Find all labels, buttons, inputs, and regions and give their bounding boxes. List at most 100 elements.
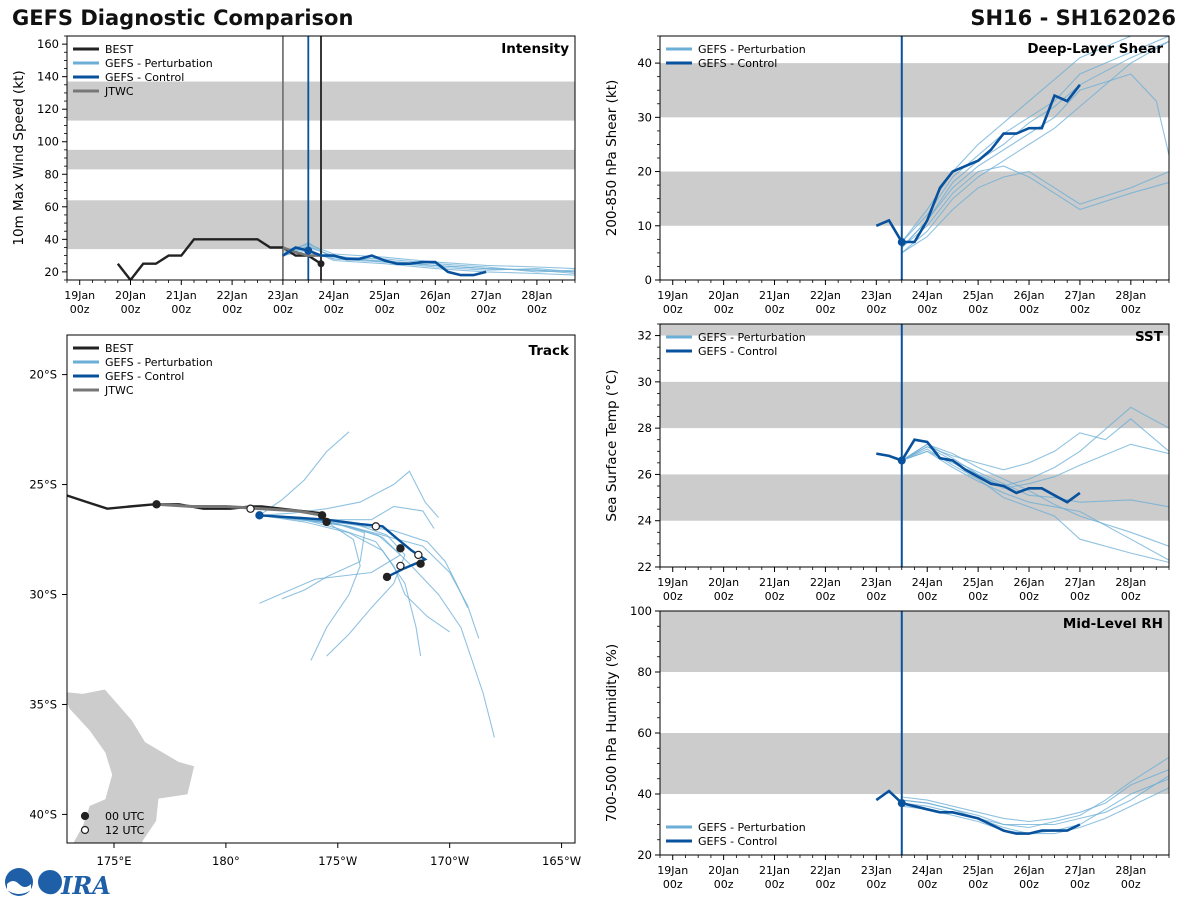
intensity-x-tick-label: 21Jan (166, 289, 197, 302)
shear-x-tick-label: 20Jan (708, 289, 739, 302)
intensity-y-tick-label: 120 (37, 102, 59, 116)
rh-y-tick-label: 60 (637, 726, 652, 740)
shear-panel-title: Deep-Layer Shear (1027, 41, 1163, 57)
shear-x-tick-label: 00z (714, 303, 734, 316)
shear-x-tick-label: 28Jan (1115, 289, 1146, 302)
shear-x-tick-label: 21Jan (759, 289, 790, 302)
track-x-tick-label: 175°E (97, 854, 132, 868)
sst-panel-title: SST (1135, 329, 1164, 345)
noaa-wave-icon (7, 881, 31, 894)
sst-y-tick-label: 30 (637, 375, 652, 389)
shear-x-tick-label: 00z (866, 303, 886, 316)
track-x-tick-label: 170°W (430, 854, 469, 868)
sst-control-line (876, 438, 1081, 504)
intensity-legend-label: BEST (105, 43, 133, 56)
track-plot-area (67, 431, 495, 843)
shear-perturbation-line (901, 73, 1169, 248)
shear-x-tick-label: 00z (1019, 303, 1039, 316)
shear-x-tick-label: 24Jan (912, 289, 943, 302)
rh-plot-area (660, 611, 1169, 855)
shear-x-tick-label: 00z (968, 303, 988, 316)
intensity-x-tick-label: 19Jan (64, 289, 95, 302)
intensity-y-tick-label: 40 (44, 232, 59, 246)
shear-legend-label: GEFS - Control (698, 57, 777, 70)
intensity-x-tick-label: 00z (425, 303, 445, 316)
rh-shade-band (660, 611, 1169, 672)
sst-x-tick-label: 00z (917, 590, 937, 603)
track-perturbation-line (259, 514, 406, 657)
sst-panel: 22242628303219Jan00z20Jan00z21Jan00z22Ja… (604, 323, 1170, 603)
sst-x-tick-label: 19Jan (657, 576, 688, 589)
track-perturbation-line (259, 431, 350, 516)
sst-legend-label: GEFS - Control (698, 345, 777, 358)
intensity-x-tick-label: 00z (121, 303, 141, 316)
intensity-x-tick-label: 00z (375, 303, 395, 316)
sst-x-tick-label: 26Jan (1014, 576, 1045, 589)
track-perturbation-line (259, 514, 361, 661)
sst-x-tick-label: 27Jan (1064, 576, 1095, 589)
intensity-perturbation-line (282, 243, 575, 270)
intensity-y-tick-label: 20 (44, 265, 59, 279)
rh-x-tick-label: 19Jan (657, 864, 688, 877)
track-best-marker (152, 500, 161, 509)
rh-y-tick-label: 100 (630, 604, 652, 618)
rh-x-tick-label: 00z (816, 878, 836, 891)
track-perturbation-line (259, 514, 366, 600)
sst-x-tick-label: 24Jan (912, 576, 943, 589)
cira-logo: CIRA (5, 868, 111, 900)
shear-x-tick-label: 00z (1070, 303, 1090, 316)
sst-x-tick-label: 00z (866, 590, 886, 603)
intensity-legend-label: GEFS - Perturbation (105, 57, 213, 70)
sst-y-tick-label: 26 (637, 467, 652, 481)
shear-y-tick-label: 20 (637, 165, 652, 179)
shear-x-tick-label: 22Jan (810, 289, 841, 302)
track-perturbation-line (259, 514, 469, 608)
track-y-tick-label: 35°S (29, 697, 57, 711)
rh-control-marker (897, 799, 906, 808)
intensity-perturbation-line (282, 245, 575, 273)
track-marker-legend-label: 12 UTC (105, 824, 145, 837)
sst-x-tick-label: 00z (765, 590, 785, 603)
intensity-x-tick-label: 22Jan (217, 289, 248, 302)
sst-x-tick-label: 23Jan (861, 576, 892, 589)
rh-panel: 2040608010019Jan00z20Jan00z21Jan00z22Jan… (604, 604, 1170, 891)
sst-y-tick-label: 24 (637, 514, 652, 528)
shear-legend-label: GEFS - Perturbation (698, 43, 806, 56)
rh-x-tick-label: 00z (1019, 878, 1039, 891)
sst-perturbation-line (901, 446, 1169, 508)
intensity-legend-label: GEFS - Control (105, 71, 184, 84)
track-perturbation-line (259, 514, 422, 657)
shear-x-tick-label: 23Jan (861, 289, 892, 302)
track-x-tick-label: 180° (212, 854, 240, 868)
intensity-x-tick-label: 20Jan (115, 289, 146, 302)
sst-x-tick-label: 00z (816, 590, 836, 603)
intensity-x-tick-label: 00z (273, 303, 293, 316)
sst-shade-band (660, 474, 1169, 521)
track-frame (66, 334, 576, 844)
track-control-marker (396, 544, 405, 553)
sst-x-tick-label: 00z (968, 590, 988, 603)
intensity-x-tick-label: 00z (324, 303, 344, 316)
sst-legend-label: GEFS - Perturbation (698, 331, 806, 344)
rh-x-tick-label: 00z (1121, 878, 1141, 891)
sst-x-tick-label: 00z (1019, 590, 1039, 603)
shear-perturbation-line (901, 165, 1169, 248)
intensity-x-tick-label: 00z (171, 303, 191, 316)
rh-y-tick-label: 80 (637, 665, 652, 679)
intensity-x-tick-label: 00z (476, 303, 496, 316)
sst-x-tick-label: 22Jan (810, 576, 841, 589)
shear-x-tick-label: 25Jan (963, 289, 994, 302)
sst-x-tick-label: 21Jan (759, 576, 790, 589)
track-control-marker (322, 517, 331, 527)
shear-perturbation-line (901, 40, 1169, 254)
track-y-tick-label: 40°S (29, 807, 57, 821)
shear-y-tick-label: 0 (645, 273, 652, 287)
intensity-panel-title: Intensity (501, 41, 569, 57)
intensity-x-tick-label: 28Jan (521, 289, 552, 302)
rh-x-tick-label: 00z (1070, 878, 1090, 891)
intensity-best-marker (317, 260, 325, 268)
rh-x-tick-label: 00z (765, 878, 785, 891)
intensity-x-tick-label: 26Jan (420, 289, 451, 302)
rh-perturbation-line (901, 775, 1169, 826)
